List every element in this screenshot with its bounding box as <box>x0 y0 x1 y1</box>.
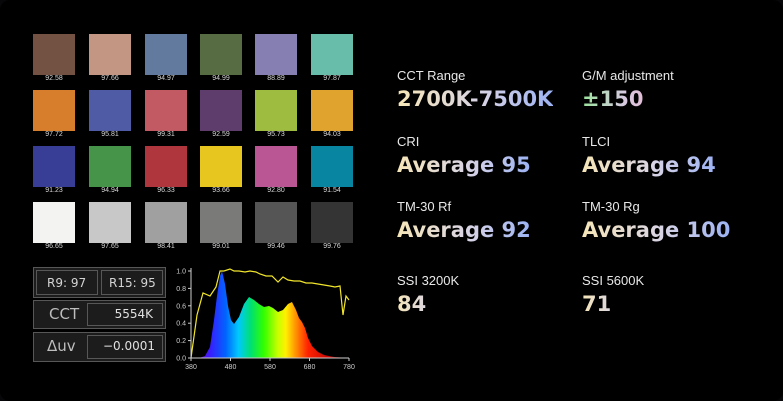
duv-label: Δuv <box>47 337 76 355</box>
color-patch-value: 99.31 <box>157 131 175 138</box>
color-patch-value: 95.73 <box>267 131 285 138</box>
color-patch-value: 92.58 <box>45 75 63 82</box>
spec-item: CRI Average 95 <box>397 134 531 177</box>
color-patch <box>200 34 242 75</box>
color-patch <box>255 146 297 187</box>
spec-label: SSI 5600K <box>582 273 645 288</box>
spectrum-fill <box>191 271 349 358</box>
color-patch-value: 94.94 <box>101 187 119 194</box>
spec-value: 2700K-7500K <box>397 87 554 111</box>
color-patch <box>89 34 131 75</box>
spec-item: TM-30 Rf Average 92 <box>397 199 531 242</box>
color-patch <box>145 146 187 187</box>
color-patch-value: 97.66 <box>101 75 119 82</box>
color-patch-value: 91.54 <box>323 187 341 194</box>
spec-label: CCT Range <box>397 68 466 83</box>
color-patch-value: 99.46 <box>267 243 285 250</box>
color-patch <box>89 202 131 243</box>
color-patch-value: 94.99 <box>212 75 230 82</box>
color-patch <box>311 146 353 187</box>
color-patch-value: 94.03 <box>323 131 341 138</box>
spec-label: TM-30 Rg <box>582 199 640 214</box>
y-tick-label: 0.2 <box>176 338 186 345</box>
measurement-readout: R9: 97 R15: 95 CCT 5554K Δuv −0.0001 <box>33 267 166 362</box>
color-patch-value: 96.33 <box>157 187 175 194</box>
color-patch <box>255 90 297 131</box>
x-tick-label: 380 <box>185 364 197 371</box>
color-patch-value: 97.65 <box>101 243 119 250</box>
color-patch <box>255 34 297 75</box>
color-patch <box>200 202 242 243</box>
cct-label: CCT <box>49 305 80 323</box>
color-patch-value: 99.76 <box>323 243 341 250</box>
spec-label: TM-30 Rf <box>397 199 452 214</box>
spec-value: Average 94 <box>582 153 716 177</box>
color-patch-value: 92.59 <box>212 131 230 138</box>
duv-value-box <box>87 335 163 359</box>
color-patch <box>311 90 353 131</box>
spec-value: Average 100 <box>582 218 731 242</box>
color-patch <box>311 34 353 75</box>
color-patch-value: 97.72 <box>45 131 63 138</box>
color-patch <box>311 202 353 243</box>
y-tick-label: 0.0 <box>176 356 186 363</box>
color-patch-value: 98.41 <box>157 243 175 250</box>
y-tick-label: 0.4 <box>176 321 186 328</box>
spec-item: TLCI Average 94 <box>582 134 716 177</box>
r9-box <box>36 270 98 295</box>
color-patch <box>89 90 131 131</box>
color-patch <box>89 146 131 187</box>
duv-value: −0.0001 <box>102 339 155 353</box>
r15-value: R15: 95 <box>109 276 156 290</box>
color-patch-value: 92.80 <box>267 187 285 194</box>
color-patch <box>33 34 75 75</box>
spec-value: Average 92 <box>397 218 531 242</box>
color-patch-value: 95.81 <box>101 131 119 138</box>
color-patch <box>33 202 75 243</box>
spectral-distribution-chart: 380 480 580 680 780 0.0 0.2 0.4 0.6 0.8 1.0 <box>176 268 355 371</box>
spec-label: G/M adjustment <box>582 68 674 83</box>
color-patch-value: 94.97 <box>157 75 175 82</box>
color-patch <box>145 34 187 75</box>
spec-value: 71 <box>582 292 644 316</box>
r15-box <box>101 270 163 295</box>
color-patch-value: 88.89 <box>267 75 285 82</box>
color-patch-value: 97.87 <box>323 75 341 82</box>
y-tick-label: 0.8 <box>176 286 186 293</box>
r9-value: R9: 97 <box>47 276 87 290</box>
spec-item: TM-30 Rg Average 100 <box>582 199 730 242</box>
color-patch-value: 99.01 <box>212 243 230 250</box>
color-patch <box>255 202 297 243</box>
spec-item: G/M adjustment ±150 <box>582 68 674 111</box>
color-patch-value: 93.66 <box>212 187 230 194</box>
cct-value-box <box>87 303 163 326</box>
color-patch <box>200 146 242 187</box>
y-tick-label: 0.6 <box>176 303 186 310</box>
spec-value: ±150 <box>582 87 674 111</box>
cct-value: 5554K <box>114 307 153 321</box>
color-patch <box>145 90 187 131</box>
x-tick-label: 580 <box>264 364 276 371</box>
spec-label: SSI 3200K <box>397 273 460 288</box>
spec-label: TLCI <box>582 134 611 149</box>
spec-value: Average 95 <box>397 153 531 177</box>
color-patch <box>200 90 242 131</box>
spec-item: SSI 3200K 84 <box>397 273 459 316</box>
spec-label: CRI <box>397 134 420 149</box>
reference-curve <box>190 268 350 359</box>
x-tick-label: 480 <box>225 364 237 371</box>
x-tick-label: 780 <box>343 364 355 371</box>
spec-value: 84 <box>397 292 459 316</box>
color-patch <box>33 90 75 131</box>
x-tick-label: 680 <box>304 364 316 371</box>
spec-item: CCT Range 2700K-7500K <box>397 68 553 111</box>
color-patch-value: 91.23 <box>45 187 63 194</box>
color-patch <box>33 146 75 187</box>
spec-item: SSI 5600K 71 <box>582 273 644 316</box>
color-patch-value: 96.65 <box>45 243 63 250</box>
y-tick-label: 1.0 <box>176 269 186 276</box>
color-patch <box>145 202 187 243</box>
